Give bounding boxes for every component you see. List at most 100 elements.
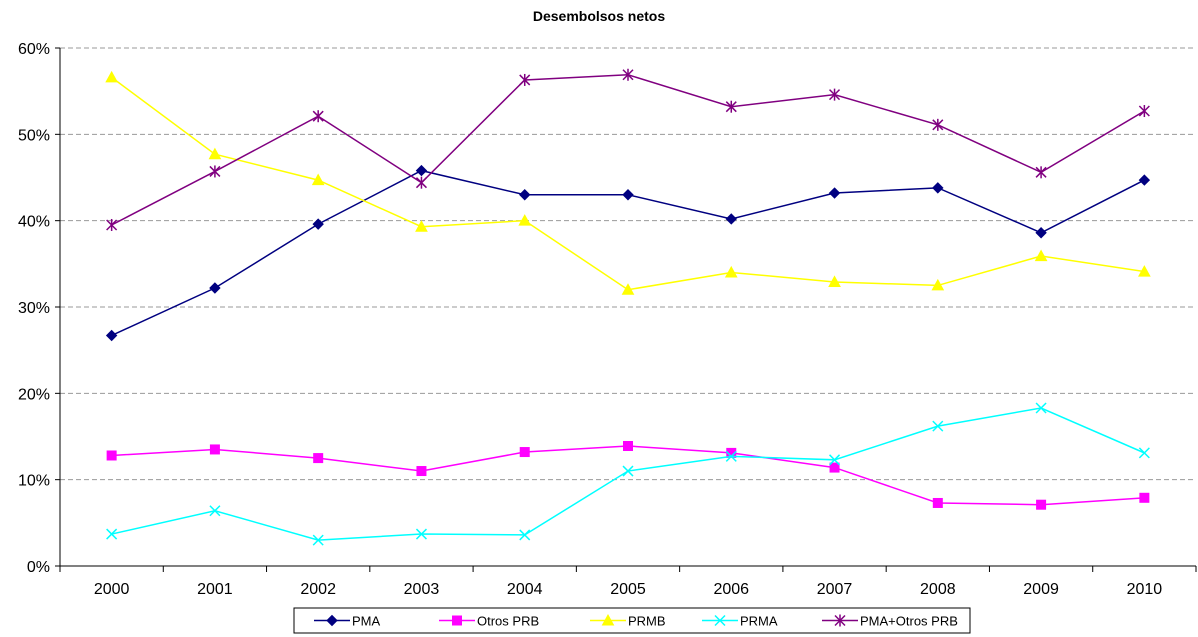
data-point bbox=[519, 529, 531, 541]
data-point bbox=[416, 466, 427, 477]
data-point bbox=[105, 329, 118, 342]
data-point bbox=[415, 164, 428, 177]
series-group bbox=[105, 68, 1151, 546]
series-line bbox=[111, 407, 1145, 541]
legend-box bbox=[293, 607, 971, 634]
data-point bbox=[106, 450, 117, 461]
x-axis-ticks: 2000 2001 2002 2003 2004 2005 2006 2007 2008 2009… bbox=[94, 581, 1162, 598]
data-point bbox=[622, 465, 634, 477]
marker-stroke bbox=[519, 529, 531, 541]
y-tick-label: 20% bbox=[18, 386, 50, 403]
y-tick-label: 40% bbox=[18, 214, 50, 231]
marker-stroke bbox=[829, 454, 841, 466]
series-prmb bbox=[105, 70, 1151, 295]
x-tick-label: 2001 bbox=[197, 581, 233, 598]
data-point bbox=[1138, 174, 1151, 186]
data-point bbox=[725, 100, 737, 113]
data-point bbox=[622, 189, 634, 201]
x-tick-label: 2006 bbox=[713, 581, 749, 598]
data-point bbox=[1138, 265, 1151, 277]
data-point bbox=[1035, 227, 1047, 239]
legend-item: Otros PRB bbox=[439, 614, 539, 629]
data-point bbox=[312, 218, 324, 230]
marker-stroke bbox=[932, 420, 944, 432]
data-point bbox=[106, 528, 118, 540]
x-tick-label: 2009 bbox=[1023, 581, 1059, 598]
data-point bbox=[932, 420, 944, 432]
y-tick-label: 30% bbox=[18, 300, 50, 317]
data-point bbox=[601, 613, 615, 626]
series-otros-prb bbox=[106, 440, 1150, 510]
data-point bbox=[209, 165, 221, 178]
marker-stroke bbox=[714, 614, 726, 627]
data-point bbox=[311, 173, 325, 186]
data-point bbox=[209, 282, 221, 294]
series-line bbox=[111, 74, 1145, 226]
data-point bbox=[621, 283, 635, 295]
legend-label: Otros PRB bbox=[477, 614, 539, 629]
data-point bbox=[208, 147, 222, 160]
x-tick-label: 2010 bbox=[1127, 581, 1163, 598]
data-point bbox=[829, 462, 840, 473]
marker-stroke bbox=[312, 534, 324, 546]
legend-label: PMA bbox=[352, 614, 381, 629]
y-tick-label: 50% bbox=[18, 127, 50, 144]
legend-item: PMA bbox=[314, 614, 381, 629]
data-point bbox=[828, 275, 841, 287]
data-point bbox=[1138, 105, 1150, 118]
y-tick-label: 0% bbox=[27, 559, 50, 576]
data-point bbox=[106, 218, 118, 231]
x-tick-label: 2004 bbox=[507, 581, 543, 598]
marker-stroke bbox=[1035, 402, 1047, 414]
data-point bbox=[714, 614, 726, 627]
data-point bbox=[519, 73, 531, 86]
data-point bbox=[326, 614, 338, 627]
marker-stroke bbox=[622, 465, 634, 477]
y-tick-label: 60% bbox=[18, 41, 50, 58]
data-point bbox=[1034, 249, 1048, 262]
data-point bbox=[519, 447, 530, 458]
data-point bbox=[932, 497, 943, 508]
data-point bbox=[932, 118, 944, 131]
marker-stroke bbox=[209, 505, 221, 517]
series-prma bbox=[106, 402, 1150, 546]
data-point bbox=[829, 454, 841, 466]
data-point bbox=[1035, 402, 1047, 414]
data-point bbox=[1035, 166, 1047, 179]
data-point bbox=[725, 450, 737, 462]
legend-item: PRMB bbox=[590, 614, 666, 629]
gridlines bbox=[60, 47, 1196, 481]
data-point bbox=[828, 187, 841, 199]
data-point bbox=[623, 440, 633, 451]
data-point bbox=[312, 110, 324, 123]
x-tick-label: 2008 bbox=[920, 581, 956, 598]
data-point bbox=[518, 214, 532, 226]
data-point bbox=[209, 505, 221, 517]
data-point bbox=[622, 68, 634, 81]
data-point bbox=[725, 213, 737, 225]
data-point bbox=[1139, 492, 1150, 503]
legend-item: PMA+Otros PRB bbox=[822, 614, 958, 629]
x-tick-label: 2000 bbox=[94, 581, 130, 598]
data-point bbox=[1036, 499, 1047, 510]
data-point bbox=[415, 528, 427, 540]
x-tick-label: 2002 bbox=[300, 581, 336, 598]
data-point bbox=[931, 278, 945, 291]
x-tick-label: 2005 bbox=[610, 581, 646, 598]
axes bbox=[55, 47, 1197, 572]
data-point bbox=[724, 265, 738, 278]
data-point bbox=[829, 88, 841, 101]
legend-item: PRMA bbox=[702, 614, 778, 629]
legend-label: PMA+Otros PRB bbox=[860, 614, 958, 629]
data-point bbox=[1138, 447, 1150, 459]
x-tick-label: 2003 bbox=[404, 581, 440, 598]
x-tick-label: 2007 bbox=[817, 581, 853, 598]
marker-stroke bbox=[725, 450, 737, 462]
data-point bbox=[519, 189, 531, 201]
data-point bbox=[209, 444, 220, 455]
series-line bbox=[111, 445, 1145, 506]
series-pma-otros-prb bbox=[106, 68, 1150, 231]
data-point bbox=[932, 182, 944, 194]
data-point bbox=[313, 453, 324, 464]
